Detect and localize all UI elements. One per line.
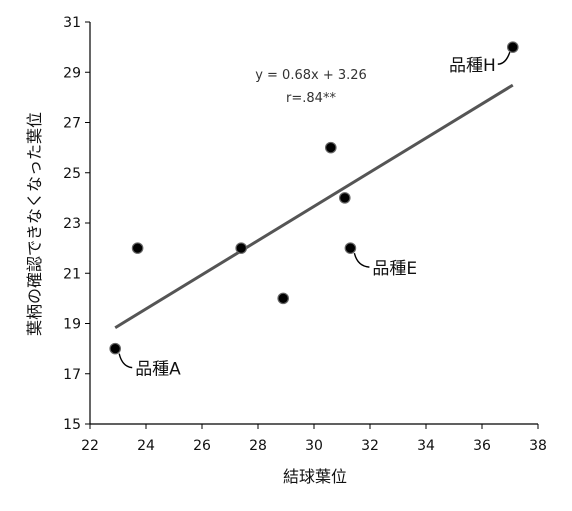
- callout-line: [118, 353, 133, 369]
- data-points: [109, 41, 519, 355]
- y-tick-label: 17: [63, 367, 81, 383]
- x-tick-label: 28: [249, 438, 267, 454]
- y-tick-label: 31: [63, 15, 81, 31]
- data-point: [235, 242, 247, 254]
- point-label: 品種A: [135, 360, 181, 380]
- data-point: [344, 242, 357, 254]
- data-point: [277, 292, 289, 305]
- point-label: 品種E: [372, 259, 417, 279]
- y-tick-label: 25: [63, 166, 81, 182]
- equation-annotation: y = 0.68x + 3.26: [255, 68, 367, 83]
- point-labels: 品種A 品種E 品種H: [135, 56, 496, 380]
- x-tick-label: 24: [137, 438, 155, 454]
- y-tick-label: 21: [63, 266, 81, 282]
- x-tick-label: 38: [529, 438, 547, 454]
- callout-line: [353, 252, 370, 268]
- y-tick-label: 15: [63, 417, 81, 433]
- y-tick-label: 23: [63, 216, 81, 232]
- x-tick-label: 22: [81, 438, 99, 454]
- x-tick-label: 34: [417, 438, 435, 454]
- x-tick-label: 32: [361, 438, 379, 454]
- data-point: [109, 342, 121, 355]
- trend-line: [114, 83, 514, 330]
- x-tick-label: 36: [473, 438, 491, 454]
- data-point: [338, 192, 351, 204]
- callout-line: [497, 51, 511, 65]
- x-tick-label: 26: [193, 438, 211, 454]
- y-tick-label: 29: [63, 65, 81, 81]
- y-axis-title: 葉柄の確認できなくなった葉位: [25, 112, 44, 336]
- y-axis-ticks: 15 17 19 21 23 25 27 29 31: [63, 15, 90, 433]
- y-tick-label: 27: [63, 116, 81, 132]
- data-point: [324, 141, 337, 154]
- correlation-annotation: r=.84**: [286, 91, 336, 106]
- callout-lines: [118, 51, 511, 369]
- data-point: [131, 242, 144, 254]
- x-axis-title: 結球葉位: [283, 467, 347, 486]
- point-label: 品種H: [449, 56, 496, 76]
- x-tick-label: 30: [305, 438, 323, 454]
- x-axis-ticks: 22 24 26 28 30 32 34 36 38: [81, 424, 547, 454]
- data-point: [506, 41, 519, 53]
- y-tick-label: 19: [63, 317, 81, 333]
